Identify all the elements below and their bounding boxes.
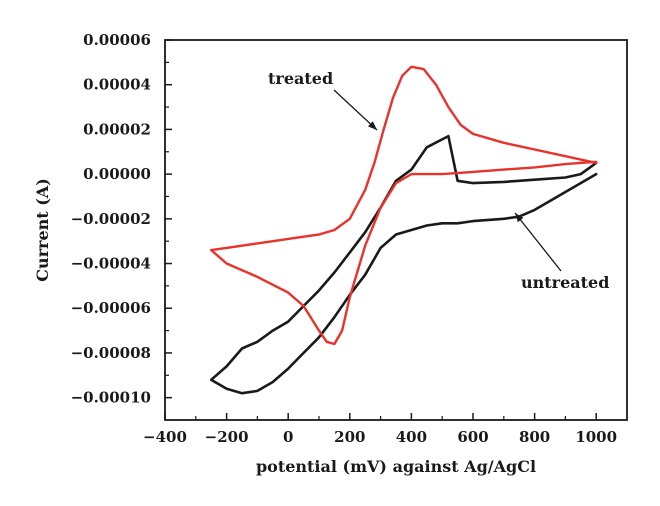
x-tick-label: 0 [283,428,293,446]
annotation-arrow-treated-head [368,121,377,130]
y-axis-title: Current (A) [33,178,52,282]
y-tick-label: 0.00000 [83,165,151,183]
series-line-untreated [209,134,598,395]
y-tick-label: −0.00010 [71,389,151,407]
annotation-arrow-untreated-line [514,212,562,272]
x-tick-label: 400 [396,428,427,446]
series-line-treated [210,65,598,346]
y-tick-label: −0.00002 [71,210,151,228]
y-tick-label: −0.00008 [71,344,151,362]
axes-group: −400 −200 0 200 400 600 800 1000 0.00006 0.00004… [71,31,628,446]
y-tick-label: 0.00004 [83,76,151,94]
x-tick-label: 1000 [575,428,617,446]
x-axis: −400 −200 0 200 400 600 800 1000 [143,413,617,446]
x-axis-title: potential (mV) against Ag/AgCl [256,457,536,476]
y-axis: 0.00006 0.00004 0.00002 0.00000 −0.00002 −0.0… [71,31,172,407]
y-tick-label: −0.00004 [71,255,151,273]
plot-frame [164,39,628,421]
y-tick-label: 0.00002 [83,120,151,138]
y-tick-label: −0.00006 [71,299,151,317]
series-layer [209,65,598,395]
annotation-arrow-untreated-head [515,213,524,223]
x-tick-label: −400 [143,428,187,446]
annotation-untreated: untreated [521,273,609,292]
x-tick-label: 800 [519,428,550,446]
x-tick-label: −200 [205,428,249,446]
y-tick-label: 0.00006 [83,31,151,49]
annotation-arrow-treated-line [333,89,378,131]
annotation-layer: treated untreated [268,69,609,292]
x-tick-label: 200 [334,428,365,446]
annotation-treated: treated [268,69,333,88]
x-tick-label: 600 [457,428,488,446]
